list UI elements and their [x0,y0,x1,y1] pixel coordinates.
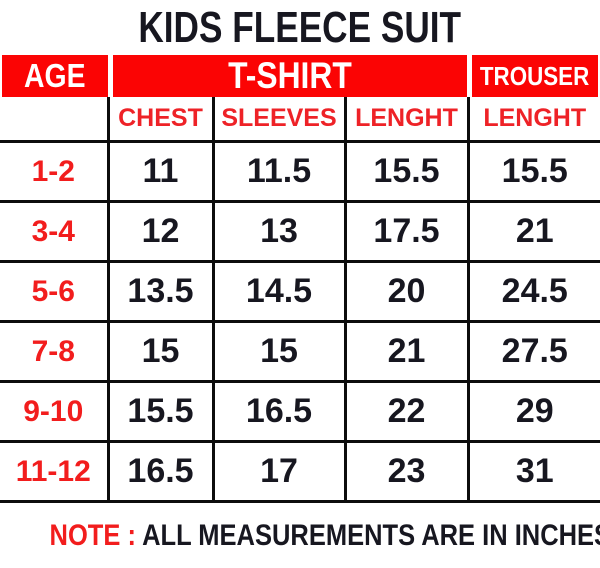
group-header-age-label: AGE [24,57,86,94]
group-header-age: AGE [2,55,108,97]
cell-chest: 16.5 [106,441,213,503]
table-group-header-row: AGE T-SHIRT TROUSER [0,55,600,97]
cell-length: 22 [343,381,468,443]
table-row: 1-2 11 11.5 15.5 15.5 [0,141,600,203]
cell-trouser-length: 29 [466,381,600,443]
subheader-chest: CHEST [106,97,213,143]
cell-chest: 15 [106,321,213,383]
subheader-trouser-length: LENGHT [466,97,600,143]
cell-sleeves: 13 [211,201,345,263]
cell-trouser-length: 31 [466,441,600,503]
cell-length: 20 [343,261,468,323]
cell-length: 23 [343,441,468,503]
size-table: CHEST SLEEVES LENGHT LENGHT 1-2 11 11.5 … [0,97,600,503]
note-label: NOTE : [49,519,136,552]
page-title-text: KIDS FLEECE SUIT [138,3,462,52]
cell-chest: 15.5 [106,381,213,443]
table-subheader-row: CHEST SLEEVES LENGHT LENGHT [0,97,600,143]
note-text: ALL MEASUREMENTS ARE IN INCHES [142,519,600,552]
cell-age: 7-8 [0,321,108,383]
table-row: 9-10 15.5 16.5 22 29 [0,381,600,443]
cell-sleeves: 16.5 [211,381,345,443]
cell-chest: 11 [106,141,213,203]
subheader-age-empty [0,97,108,143]
cell-age: 9-10 [0,381,108,443]
measurements-note: NOTE : ALL MEASUREMENTS ARE IN INCHES [0,519,600,553]
cell-sleeves: 15 [211,321,345,383]
subheader-length: LENGHT [343,97,468,143]
table-row: 7-8 15 15 21 27.5 [0,321,600,383]
group-header-trouser-label: TROUSER [480,60,590,91]
measurements-note-text-wrap: NOTE : ALL MEASUREMENTS ARE IN INCHES [50,519,600,553]
cell-trouser-length: 15.5 [466,141,600,203]
cell-length: 21 [343,321,468,383]
group-header-trouser: TROUSER [472,55,598,97]
cell-age: 1-2 [0,141,108,203]
cell-sleeves: 14.5 [211,261,345,323]
cell-trouser-length: 27.5 [466,321,600,383]
group-header-tshirt-label: T-SHIRT [228,55,352,96]
page-title: KIDS FLEECE SUIT [0,2,600,52]
cell-length: 15.5 [343,141,468,203]
cell-age: 11-12 [0,441,108,503]
cell-age: 5-6 [0,261,108,323]
cell-sleeves: 17 [211,441,345,503]
cell-chest: 13.5 [106,261,213,323]
cell-length: 17.5 [343,201,468,263]
cell-trouser-length: 21 [466,201,600,263]
cell-sleeves: 11.5 [211,141,345,203]
cell-chest: 12 [106,201,213,263]
table-row: 11-12 16.5 17 23 31 [0,441,600,503]
cell-age: 3-4 [0,201,108,263]
table-row: 5-6 13.5 14.5 20 24.5 [0,261,600,323]
group-header-tshirt: T-SHIRT [113,55,467,97]
table-row: 3-4 12 13 17.5 21 [0,201,600,263]
subheader-sleeves: SLEEVES [211,97,345,143]
cell-trouser-length: 24.5 [466,261,600,323]
